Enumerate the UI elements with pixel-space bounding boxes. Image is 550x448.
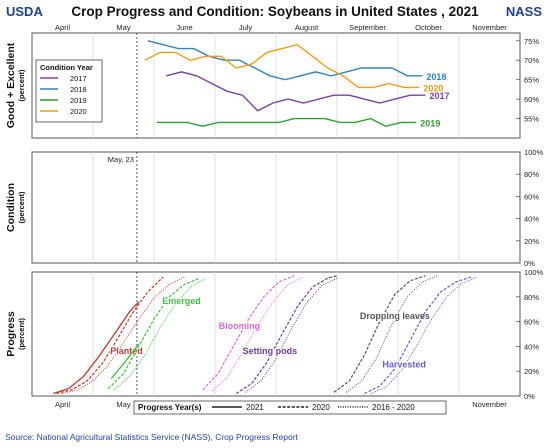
y-tick-label: 65%: [524, 76, 539, 85]
y-axis-sublabel: (percent): [17, 191, 26, 224]
y-tick-label: 0%: [524, 259, 535, 268]
y-tick-label: 40%: [524, 342, 539, 351]
y-axis-label: Condition: [5, 183, 17, 232]
y-tick-label: 60%: [524, 318, 539, 327]
y-tick-label: 40%: [524, 215, 539, 224]
condition-end-label-2018: 2018: [426, 72, 446, 82]
condition-line-2017: [166, 71, 426, 112]
progress-line-planted-avg: [62, 276, 185, 394]
progress-line-emerged-avg: [114, 277, 207, 391]
y-tick-label: 60%: [524, 192, 539, 201]
y-tick-label: 80%: [524, 293, 539, 302]
month-label-top: June: [176, 23, 192, 32]
condition-legend-label-2018: 2018: [70, 85, 87, 94]
y-axis-sublabel: (percent): [17, 317, 26, 350]
stage-label-setting-pods: Setting pods: [243, 346, 298, 356]
condition-legend-label-2020: 2020: [70, 107, 87, 116]
stage-label-blooming: Blooming: [219, 321, 261, 331]
y-tick-label: 75%: [524, 37, 539, 46]
month-label-bottom: November: [472, 400, 507, 409]
progress-line-emerged-y2021: [110, 343, 140, 380]
month-label-bottom: April: [55, 400, 70, 409]
month-label-top: July: [239, 23, 253, 32]
y-tick-label: 20%: [524, 237, 539, 246]
progress-line-harvested-y2020: [364, 276, 472, 395]
y-tick-label: 100%: [524, 268, 544, 277]
y-tick-label: 70%: [524, 56, 539, 65]
progress-legend-label-dashed: 2020: [312, 403, 330, 412]
condition-end-label-2019: 2019: [420, 118, 440, 128]
y-tick-label: 80%: [524, 170, 539, 179]
month-label-top: September: [349, 23, 386, 32]
condition-legend-title: Condition Year: [40, 63, 93, 72]
progress-line-setting-pods-avg: [245, 277, 338, 393]
date-annotation: May, 23: [108, 155, 134, 164]
progress-legend-label-solid: 2021: [246, 403, 264, 412]
month-label-top: August: [295, 23, 319, 32]
stage-label-harvested: Harvested: [382, 359, 426, 369]
month-label-top: October: [415, 23, 442, 32]
condition-line-2018: [147, 40, 423, 81]
condition-end-label-2017: 2017: [429, 91, 449, 101]
nass-label: NASS: [505, 4, 542, 19]
month-label-top: May: [116, 23, 130, 32]
condition-legend-label-2017: 2017: [70, 74, 87, 83]
progress-line-setting-pods-y2020: [235, 275, 338, 395]
y-tick-label: 0%: [524, 392, 535, 401]
progress-legend-label-dotted: 2016 - 2020: [372, 403, 415, 412]
progress-line-planted-y2021: [53, 301, 140, 395]
progress-legend-title: Progress Year(s): [138, 403, 202, 412]
month-label-top: April: [55, 23, 70, 32]
condition-line-2020: [144, 43, 420, 89]
month-label-top: November: [472, 23, 507, 32]
condition-end-label-2020: 2020: [423, 83, 443, 93]
y-tick-label: 100%: [524, 148, 544, 157]
progress-line-emerged-y2020: [107, 277, 201, 390]
stage-label-emerged: Emerged: [162, 296, 201, 306]
y-tick-label: 20%: [524, 367, 539, 376]
month-label-bottom: May: [116, 400, 130, 409]
chart-title: Crop Progress and Condition: Soybeans in…: [71, 4, 479, 19]
progress-line-harvested-avg: [370, 276, 478, 394]
condition-line-2019: [157, 117, 417, 128]
y-tick-label: 60%: [524, 95, 539, 104]
y-axis-sublabel: (percent): [17, 69, 26, 102]
y-tick-label: 55%: [524, 115, 539, 124]
progress-line-dropping-leaves-y2020: [333, 275, 426, 393]
stage-label-dropping-leaves: Dropping leaves: [360, 311, 430, 321]
usda-label: USDA: [6, 4, 43, 19]
condition-legend-label-2019: 2019: [70, 96, 87, 105]
source-note: Source: National Agricultural Statistics…: [5, 432, 298, 442]
progress-line-planted-y2020: [56, 276, 164, 395]
y-axis-label: Progress: [5, 311, 17, 357]
y-axis-label: Good + Excellent: [5, 42, 17, 128]
progress-line-blooming-y2020: [202, 275, 295, 391]
